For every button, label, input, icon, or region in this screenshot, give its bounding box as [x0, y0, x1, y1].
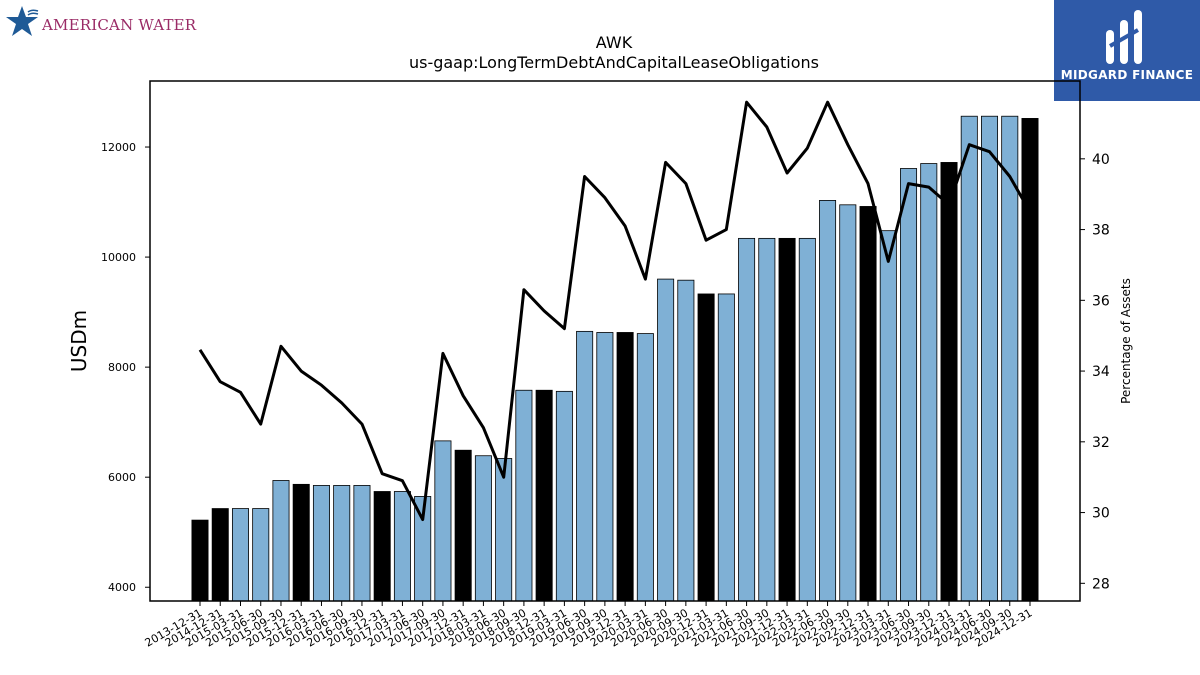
bar [657, 278, 675, 602]
bar [272, 480, 290, 602]
bar [312, 485, 330, 602]
y-tick-label: 10000 [101, 251, 136, 264]
bars-group [191, 115, 1039, 602]
bar [1021, 118, 1039, 602]
bar [738, 237, 756, 602]
bar [819, 200, 837, 602]
bar [252, 508, 270, 602]
bar [616, 332, 634, 602]
bar [596, 332, 614, 602]
y-axis-ticks: 4000 6000 8000 10000 12000 [101, 141, 150, 594]
y-axis-label: USDm [67, 310, 91, 372]
bar [535, 389, 553, 602]
midgard-finance-logo: MIDGARD FINANCE [1054, 0, 1200, 101]
bar [879, 230, 897, 602]
plot-frame [149, 80, 1081, 602]
y-tick-label: 12000 [101, 141, 136, 154]
bar [474, 455, 492, 602]
bar [555, 390, 573, 602]
y2-tick-label: 30 [1092, 506, 1110, 522]
bar [373, 491, 391, 602]
bar [920, 163, 938, 602]
bar [434, 440, 452, 602]
bar [778, 237, 796, 602]
bar [333, 485, 351, 602]
percentage-line [198, 100, 1032, 522]
bar [839, 204, 857, 602]
bar [211, 508, 229, 602]
american-water-logo-text: AMERICAN WATER [42, 16, 197, 34]
bar [859, 206, 877, 602]
y2-axis-ticks: 28 30 32 34 36 38 40 [1080, 152, 1110, 592]
y2-tick-label: 32 [1092, 435, 1110, 451]
y2-tick-label: 36 [1092, 293, 1110, 309]
bar [292, 483, 310, 602]
bar [454, 449, 472, 602]
bar [900, 168, 918, 602]
midgard-mark-icon [1106, 10, 1142, 64]
bar [697, 293, 715, 602]
bar [191, 519, 209, 602]
y2-tick-label: 34 [1092, 364, 1110, 380]
y2-axis-label: Percentage of Assets [1119, 278, 1133, 404]
bar [960, 115, 978, 602]
bar [353, 485, 371, 602]
bar [940, 162, 958, 602]
y-tick-label: 6000 [108, 471, 136, 484]
midgard-finance-logo-text: MIDGARD FINANCE [1060, 68, 1194, 82]
american-water-logo: AMERICAN WATER [4, 4, 204, 44]
bar [515, 389, 533, 602]
bar [636, 333, 654, 602]
bar [758, 237, 776, 602]
bar [495, 458, 513, 602]
bar [393, 491, 411, 602]
chart-subtitle: us-gaap:LongTermDebtAndCapitalLeaseOblig… [409, 53, 819, 72]
bar [981, 115, 999, 602]
y-tick-label: 8000 [108, 361, 136, 374]
star-logo-icon [6, 6, 39, 36]
y2-tick-label: 28 [1092, 576, 1110, 592]
y2-tick-label: 38 [1092, 223, 1110, 239]
x-axis-ticks: 2013-12-312014-12-312015-03-312015-06-30… [143, 601, 1035, 650]
y-tick-label: 4000 [108, 581, 136, 594]
bar [231, 508, 249, 602]
chart-title: AWK [596, 33, 633, 52]
bar [677, 279, 695, 602]
bar [798, 237, 816, 602]
y2-tick-label: 40 [1092, 152, 1110, 168]
bar [717, 293, 735, 602]
bar [576, 330, 594, 602]
